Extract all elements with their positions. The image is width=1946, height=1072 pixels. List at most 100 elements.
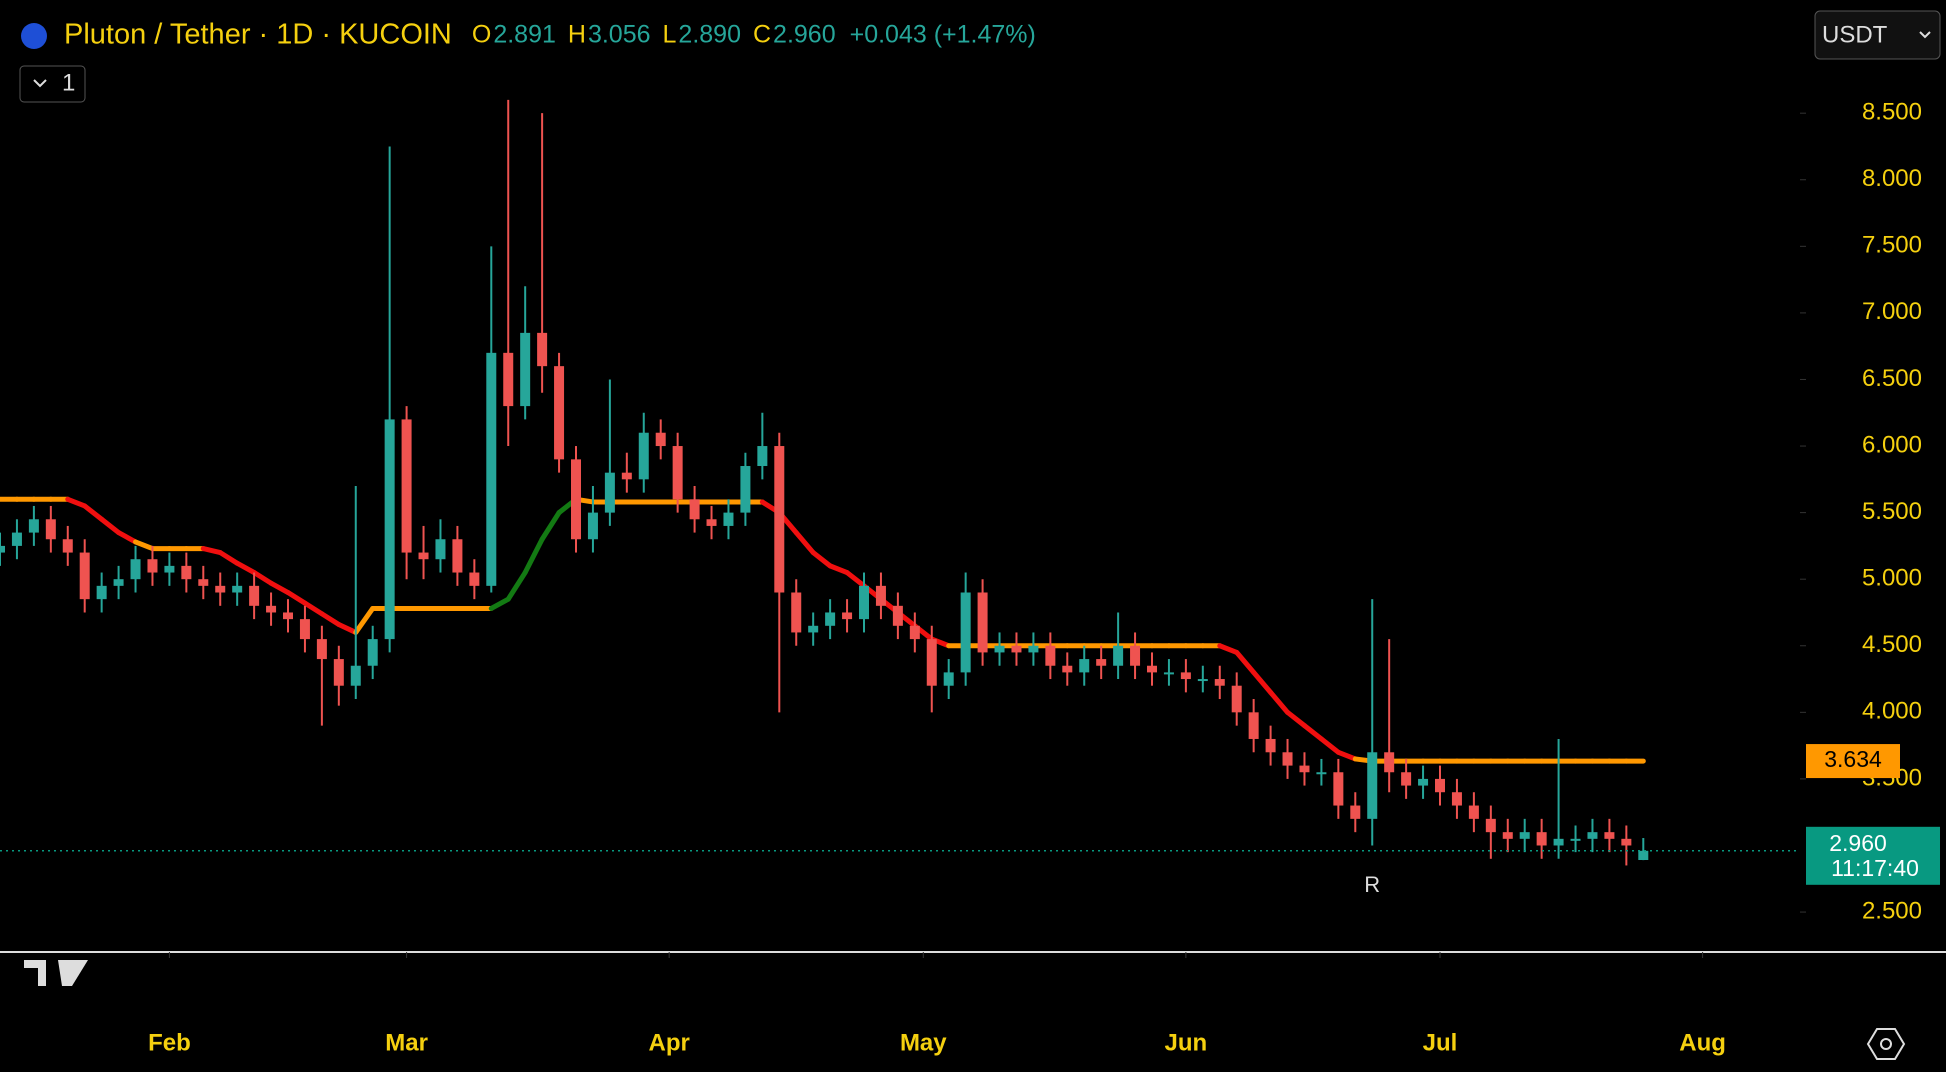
trend-line: [82, 503, 105, 522]
candle-body: [11, 532, 22, 546]
candle-body: [842, 612, 853, 620]
interval-count: 1: [62, 69, 75, 96]
ohlc-key: O: [472, 21, 491, 49]
trend-line: [1335, 749, 1358, 762]
price-label: 3.634: [1824, 746, 1882, 772]
candle-body: [1333, 772, 1344, 806]
candle-body: [909, 625, 920, 640]
candle-body: [1435, 778, 1445, 793]
header-legend: Pluton / Tether · 1D · KUCOIN O 2.891 H 3.05…: [64, 19, 1036, 51]
candle-body: [503, 352, 514, 407]
trend-line: [234, 560, 257, 576]
ohlc-key: L: [663, 21, 677, 49]
candle-body: [1096, 659, 1107, 666]
candle-body: [1163, 672, 1174, 675]
y-tick-label: 2.500: [1862, 897, 1922, 924]
candle-body: [1248, 712, 1259, 739]
candle-body: [1570, 838, 1581, 841]
candle-body: [1079, 659, 1090, 673]
candle-body: [1451, 792, 1462, 806]
trend-line: [268, 580, 291, 596]
trend-line: [1251, 669, 1274, 695]
candle-body: [825, 612, 836, 626]
candle-body: [1418, 778, 1429, 786]
currency: USDT: [1822, 21, 1888, 48]
candle-body: [1621, 838, 1632, 846]
trend-line: [1285, 709, 1307, 729]
candle-body: [875, 585, 886, 606]
ohlc-value: 2.960: [773, 21, 836, 49]
trend-line: [1318, 736, 1341, 755]
candle-body: [96, 585, 107, 600]
trend-line: [336, 621, 359, 635]
candle-body: [215, 585, 226, 593]
candle-body: [333, 659, 344, 686]
collapse-button[interactable]: [19, 65, 86, 103]
trend-line: [99, 516, 122, 536]
y-tick-label: 4.000: [1862, 698, 1922, 725]
ohlc-key: H: [568, 21, 586, 49]
candle-body: [1265, 738, 1276, 753]
trend-line: [353, 605, 376, 635]
candle-body: [723, 512, 734, 526]
ohlc-value: 2.891: [493, 21, 556, 49]
candle-body: [1180, 672, 1191, 680]
candle-body: [316, 639, 327, 660]
candle-body: [401, 419, 412, 553]
x-tick-label: Aug: [1679, 1029, 1726, 1056]
candle-body: [1214, 679, 1225, 686]
trend-line: [116, 530, 139, 545]
candle-body: [283, 612, 293, 620]
candle-body: [1587, 832, 1598, 839]
candle-body: [147, 559, 158, 573]
trend-line: [319, 611, 342, 627]
y-tick-label: 4.500: [1862, 631, 1922, 658]
candle-body: [232, 585, 243, 593]
x-tick-label: Jul: [1423, 1029, 1458, 1056]
settings-icon[interactable]: [1866, 1028, 1906, 1060]
x-tick-label: May: [900, 1029, 947, 1056]
plot: [0, 99, 1649, 866]
countdown: 11:17:40: [1831, 855, 1919, 881]
trend-line: [505, 570, 528, 602]
candle-body: [791, 592, 802, 633]
candle-body: [1468, 805, 1479, 819]
candle-body: [1553, 838, 1564, 846]
candle-body: [1028, 645, 1039, 653]
candle-body: [774, 446, 785, 593]
trend-line: [1234, 649, 1257, 675]
candle-body: [587, 512, 598, 540]
candle-body: [757, 446, 768, 467]
trend-line: [1268, 689, 1291, 715]
y-tick-label: 5.500: [1862, 498, 1922, 525]
candle-body: [994, 645, 1005, 653]
trend-line: [251, 570, 274, 586]
symbol: Pluton / Tether · 1D · KUCOIN: [64, 19, 452, 51]
candle-body: [486, 352, 497, 586]
candle-body: [571, 459, 581, 540]
price-label-box: [1806, 744, 1900, 779]
trend-line: [827, 563, 850, 576]
candle-body: [45, 519, 56, 540]
candle-body: [859, 585, 869, 620]
candle-body: [1197, 679, 1208, 682]
trend-line: [539, 510, 562, 542]
candle-body: [62, 539, 73, 553]
candle-body: [1401, 772, 1412, 786]
tv-logo: [24, 960, 88, 986]
candle-body: [181, 565, 192, 580]
trend-line: [810, 550, 833, 569]
currency-select[interactable]: [1814, 10, 1941, 60]
ohlc-value: 2.890: [678, 21, 741, 49]
y-tick-label: 7.500: [1862, 232, 1922, 259]
candle-body: [1299, 765, 1310, 773]
annotation: R: [1364, 872, 1380, 897]
candle-body: [943, 672, 954, 686]
candle-body: [926, 639, 937, 686]
candle-body: [672, 446, 683, 500]
y-tick-label: 5.000: [1862, 565, 1922, 592]
chevron: [33, 79, 47, 88]
candle-body: [1367, 752, 1378, 819]
